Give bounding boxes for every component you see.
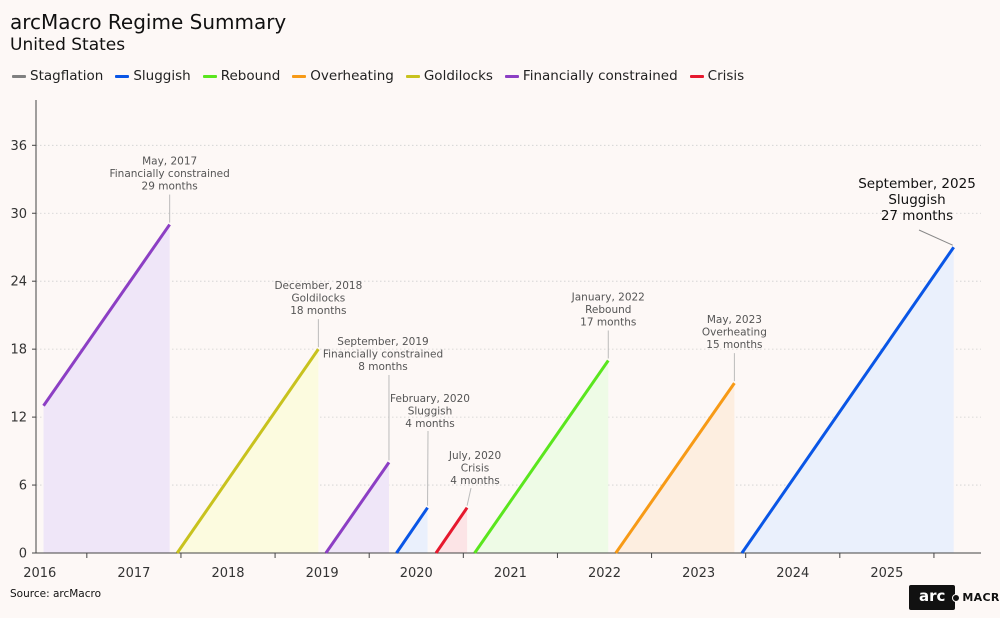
annotation-text-line: 15 months bbox=[706, 339, 762, 351]
legend-item-rebound: Rebound bbox=[202, 68, 281, 84]
x-tick-label: 2022 bbox=[588, 566, 621, 581]
logo-dot-icon bbox=[952, 593, 961, 602]
annotation-text-line: Sluggish bbox=[408, 406, 453, 418]
annotation-text-line: September, 2019 bbox=[337, 336, 428, 348]
legend-label: Sluggish bbox=[133, 68, 191, 84]
legend-label: Overheating bbox=[310, 68, 394, 84]
legend-label: Financially constrained bbox=[522, 68, 678, 84]
x-tick-label: 2021 bbox=[494, 566, 527, 581]
annotation-text-line: Rebound bbox=[585, 304, 631, 316]
annotation-text-line: Financially constrained bbox=[323, 349, 443, 361]
annotation-text-line: 4 months bbox=[450, 475, 500, 487]
annotation-text-line: 8 months bbox=[358, 361, 408, 373]
x-tick-label: 2016 bbox=[23, 566, 56, 581]
legend-item-sluggish: Sluggish bbox=[115, 68, 191, 84]
regime-fill-area bbox=[43, 224, 170, 553]
regime-series-line bbox=[434, 506, 469, 554]
x-tick-label: 2019 bbox=[306, 566, 339, 581]
regime-series-line bbox=[324, 461, 391, 554]
legend-swatch-icon bbox=[202, 74, 217, 78]
logo-text: MACRO bbox=[962, 591, 1000, 604]
annotation-text-line: Goldilocks bbox=[292, 293, 346, 305]
y-tick-label: 0 bbox=[19, 547, 27, 562]
legend-item-crisis: Crisis bbox=[689, 68, 745, 84]
annotation-text-line: July, 2020 bbox=[448, 450, 501, 462]
chart-subtitle: United States bbox=[10, 35, 126, 55]
annotation-text-line: 4 months bbox=[405, 418, 455, 430]
regime-series-line bbox=[42, 223, 171, 407]
legend-label: Goldilocks bbox=[423, 68, 493, 84]
logo-box: arc bbox=[909, 585, 956, 610]
source-note: Source: arcMacro bbox=[10, 588, 102, 600]
legend-swatch-icon bbox=[292, 74, 307, 78]
annotation-text-line: May, 2017 bbox=[142, 156, 197, 168]
annotation-text-line: December, 2018 bbox=[274, 280, 362, 292]
annotation-text-line: Sluggish bbox=[888, 192, 945, 208]
regime-series-line bbox=[175, 348, 320, 554]
annotation-text-line: Financially constrained bbox=[109, 168, 229, 180]
annotation-text-line: Overheating bbox=[702, 327, 767, 339]
legend-swatch-icon bbox=[504, 74, 519, 78]
x-tick-label: 2023 bbox=[682, 566, 715, 581]
regime-fill-area bbox=[474, 360, 609, 553]
annotation-leader-line bbox=[466, 487, 472, 506]
legend-item-stagflation: Stagflation bbox=[12, 68, 103, 84]
legend-swatch-icon bbox=[12, 74, 26, 78]
annotation-text-line: February, 2020 bbox=[390, 393, 470, 405]
legend-swatch-icon bbox=[405, 74, 420, 78]
legend-swatch-icon bbox=[115, 74, 130, 78]
legend-label: Rebound bbox=[220, 68, 281, 84]
y-tick-label: 30 bbox=[10, 207, 27, 222]
chart-title: arcMacro Regime Summary bbox=[10, 10, 287, 34]
regime-series-line bbox=[473, 359, 610, 554]
x-tick-label: 2025 bbox=[870, 566, 903, 581]
x-tick-label: 2017 bbox=[117, 566, 150, 581]
annotation-text-line: 29 months bbox=[142, 181, 198, 193]
regime-series-line bbox=[395, 506, 429, 554]
legend-item-overheating: Overheating bbox=[292, 68, 394, 84]
regime-series-line bbox=[740, 246, 955, 554]
annotation-text-line: 27 months bbox=[881, 208, 953, 224]
annotation-text-line: Crisis bbox=[461, 463, 489, 475]
y-tick-label: 18 bbox=[10, 343, 27, 358]
x-tick-label: 2024 bbox=[776, 566, 809, 581]
annotation-text-line: January, 2022 bbox=[571, 291, 645, 303]
annotation-text-line: May, 2023 bbox=[707, 314, 762, 326]
legend-item-financially-constrained: Financially constrained bbox=[504, 68, 678, 84]
annotation-text-line: 17 months bbox=[580, 316, 636, 328]
annotation-text-line: September, 2025 bbox=[858, 176, 976, 192]
legend: Stagflation Sluggish Rebound Overheating… bbox=[12, 68, 756, 84]
legend-label: Stagflation bbox=[30, 68, 104, 84]
y-tick-label: 12 bbox=[10, 411, 27, 426]
x-tick-label: 2018 bbox=[211, 566, 244, 581]
y-tick-label: 24 bbox=[10, 275, 27, 290]
annotation-text-line: 18 months bbox=[290, 305, 346, 317]
legend-swatch-icon bbox=[689, 74, 704, 78]
x-tick-label: 2020 bbox=[400, 566, 433, 581]
y-tick-label: 36 bbox=[10, 139, 27, 154]
legend-label: Crisis bbox=[707, 68, 745, 84]
legend-item-goldilocks: Goldilocks bbox=[405, 68, 493, 84]
arcmacro-logo: arc MACRO bbox=[909, 585, 1000, 610]
annotation-leader-line bbox=[918, 229, 953, 246]
y-tick-label: 6 bbox=[19, 479, 27, 494]
regime-series-line bbox=[614, 382, 736, 554]
